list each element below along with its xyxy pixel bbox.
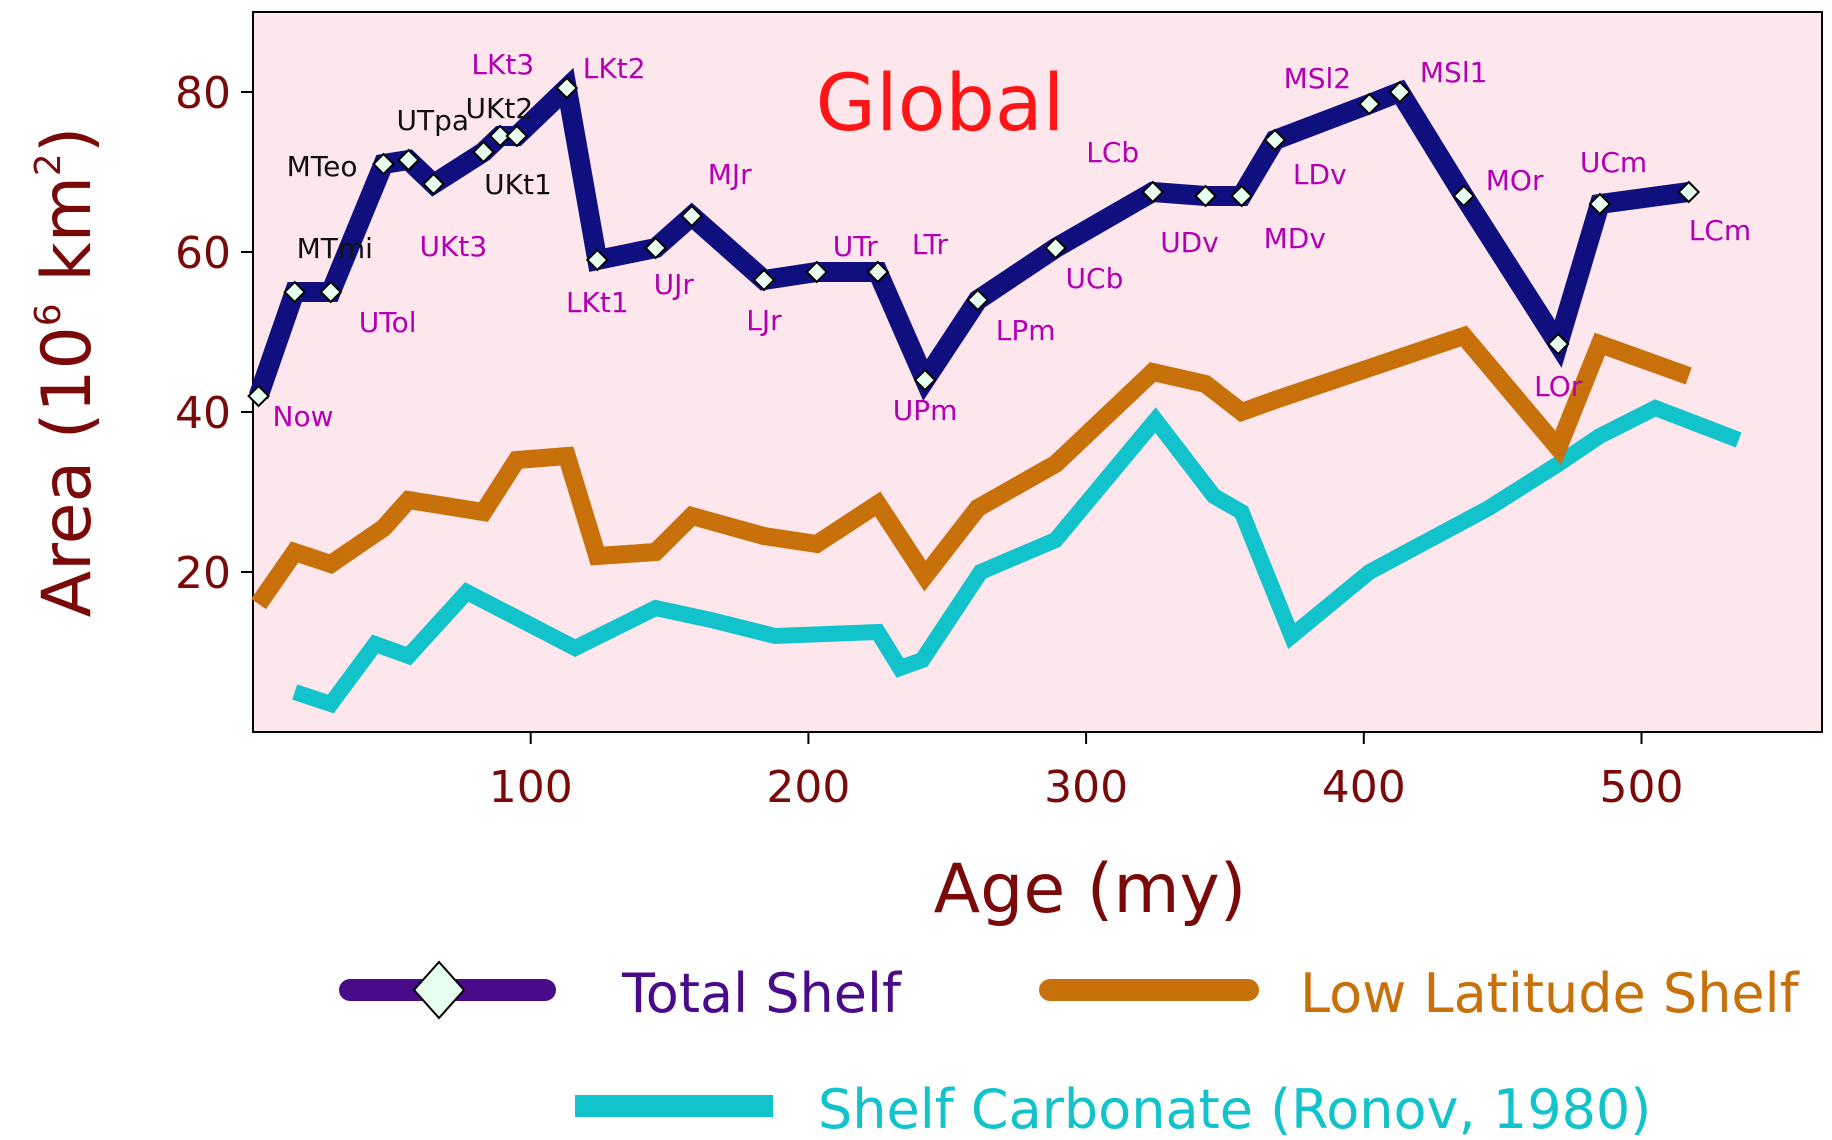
total-shelf-point [555, 76, 579, 100]
total-shelf-point [1452, 184, 1476, 208]
point-label: MTmi [297, 232, 373, 265]
x-axis-title: Age (my) [934, 850, 1247, 929]
point-label: UTol [359, 306, 417, 339]
total-shelf-point [680, 204, 704, 228]
total-shelf-point [422, 172, 445, 196]
point-label: MSl1 [1420, 56, 1488, 89]
legend-total-shelf-marker [412, 960, 466, 1020]
total-shelf-point [319, 280, 343, 304]
total-shelf-point [372, 152, 395, 176]
y-axis-title: Area (106 km2) [28, 127, 107, 618]
total-shelf-point [752, 268, 776, 292]
y-tick-label: 60 [175, 228, 231, 279]
y-axis-title-exp2: 2 [28, 153, 69, 176]
total-shelf-point [1357, 92, 1381, 116]
legend: Total Shelf Low Latitude Shelf Shelf Car… [339, 960, 1801, 1140]
point-label: LKt1 [566, 286, 629, 319]
point-label: LOr [1534, 370, 1583, 403]
total-shelf-point [1677, 180, 1701, 204]
legend-shelf-carbonate-label: Shelf Carbonate (Ronov, 1980) [818, 1078, 1651, 1140]
point-label: UKt1 [484, 168, 552, 201]
x-axis: 100 200 300 400 500 [489, 732, 1684, 813]
total-shelf-point [472, 140, 495, 164]
point-label: UTr [833, 230, 878, 263]
point-label: LKt2 [583, 52, 646, 85]
point-label: LPm [996, 314, 1056, 347]
total-shelf-point [966, 288, 990, 312]
total-shelf-point [866, 260, 890, 284]
chart-title: Global [816, 59, 1065, 149]
y-tick-label: 20 [175, 548, 231, 599]
x-tick-label: 100 [489, 762, 573, 813]
point-label: Now [273, 400, 334, 433]
point-label: UCm [1580, 146, 1647, 179]
x-tick-label: 500 [1600, 762, 1684, 813]
total-shelf-point [1263, 128, 1287, 152]
total-shelf-point [805, 260, 829, 284]
x-tick-label: 200 [766, 762, 850, 813]
legend-low-latitude-label: Low Latitude Shelf [1300, 962, 1801, 1025]
point-label: MSl2 [1284, 62, 1352, 95]
x-tick-label: 400 [1322, 762, 1406, 813]
point-label: LCm [1689, 214, 1751, 247]
point-label: LKt3 [471, 48, 534, 81]
point-label: LDv [1293, 158, 1347, 191]
series-line-low-latitude-shelf [251, 325, 1692, 610]
total-shelf-point [644, 236, 668, 260]
total-shelf-point [505, 124, 529, 148]
point-label: UPm [893, 394, 958, 427]
series-layer [247, 67, 1742, 714]
point-label: LCb [1086, 136, 1139, 169]
point-label: UCb [1066, 262, 1124, 295]
y-tick-label: 40 [175, 388, 231, 439]
point-label: UTpa [397, 104, 470, 137]
y-axis-title-main: Area (10 [28, 326, 107, 617]
point-label: MJr [708, 158, 752, 191]
total-shelf-point [1588, 192, 1612, 216]
total-shelf-point [1546, 332, 1570, 356]
total-shelf-point [585, 248, 609, 272]
point-label: MTeo [287, 150, 358, 183]
point-label: UDv [1160, 226, 1219, 259]
y-axis-title-exp1: 6 [28, 303, 69, 326]
point-label: UKt3 [420, 230, 488, 263]
y-axis-title-unit: km [28, 176, 107, 303]
total-shelf-point [1141, 180, 1165, 204]
total-shelf-point [247, 384, 270, 408]
legend-total-shelf-label: Total Shelf [621, 962, 903, 1025]
total-shelf-point [397, 148, 420, 172]
series-line-shelf-carbonate-ronov-1980 [292, 399, 1742, 714]
total-shelf-point [1388, 80, 1412, 104]
y-axis-title-close: ) [28, 127, 107, 154]
total-shelf-point [1044, 236, 1067, 260]
point-label: UKt2 [465, 92, 533, 125]
total-shelf-point [488, 124, 512, 148]
total-shelf-point [1194, 184, 1217, 208]
point-label: LJr [746, 304, 782, 337]
point-labels: Now MTmi UTol MTeo UTpa UKt3 UKt2 UKt1 LKt3 LKt2 L… [273, 48, 1752, 433]
point-label: MDv [1264, 222, 1326, 255]
x-tick-label: 300 [1044, 762, 1128, 813]
total-shelf-point [913, 368, 937, 392]
point-label: LTr [912, 228, 949, 261]
total-shelf-point [1230, 184, 1254, 208]
y-axis: 20 40 60 80 [175, 68, 253, 599]
y-tick-label: 80 [175, 68, 231, 119]
total-shelf-point [283, 280, 307, 304]
point-label: UJr [654, 268, 695, 301]
point-label: MOr [1486, 164, 1544, 197]
